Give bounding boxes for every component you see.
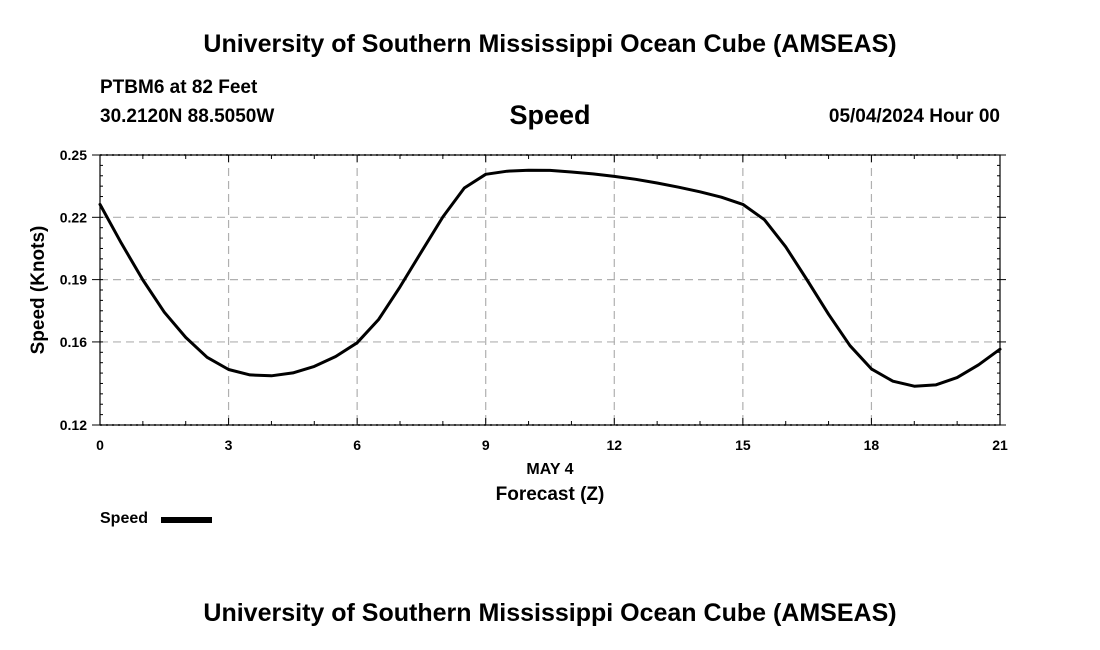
station-label: PTBM6 at 82 Feet: [100, 77, 258, 98]
page-title: University of Southern Mississippi Ocean…: [203, 30, 897, 58]
station-coordinates: 30.2120N 88.5050W: [100, 106, 275, 127]
x-axis-date-label: MAY 4: [526, 461, 573, 478]
y-axis-title: Speed (Knots): [28, 226, 49, 355]
x-axis-title: Forecast (Z): [496, 484, 605, 505]
y-tick-label: 0.12: [60, 417, 87, 433]
x-tick-label: 9: [482, 437, 490, 453]
chart-title: Speed: [509, 100, 591, 130]
y-tick-label: 0.25: [60, 147, 87, 163]
grid: [100, 154, 1000, 426]
series-line-speed: [98, 168, 1002, 388]
legend-label: Speed: [100, 510, 149, 527]
axis-labels: 0 3 6 9 12 15 18 21 0.12 0.16 0.19 0.22 0.25: [60, 147, 1008, 453]
y-tick-label: 0.22: [60, 209, 87, 225]
x-tick-label: 6: [353, 437, 361, 453]
legend-line-swatch: [161, 517, 212, 523]
y-tick-label: 0.19: [60, 272, 87, 288]
x-tick-label: 21: [992, 437, 1008, 453]
x-tick-label: 18: [864, 437, 880, 453]
x-tick-label: 15: [735, 437, 751, 453]
forecast-datetime: 05/04/2024 Hour 00: [828, 106, 1000, 127]
plot-frame: [99, 154, 1001, 426]
x-tick-label: 3: [225, 437, 233, 453]
x-tick-label: 12: [606, 437, 622, 453]
y-tick-label: 0.16: [60, 334, 87, 350]
series: [98, 168, 1002, 388]
footer-title: University of Southern Mississippi Ocean…: [203, 599, 897, 627]
x-tick-label: 0: [96, 437, 104, 453]
